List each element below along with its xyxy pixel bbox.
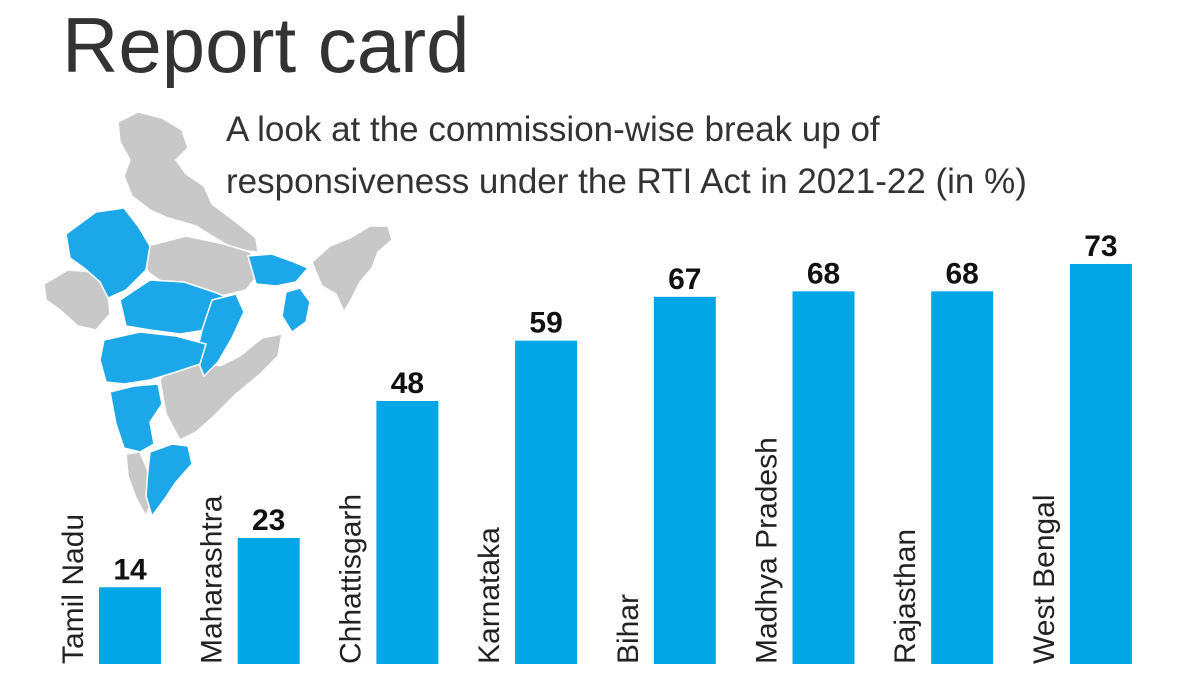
bar-west-bengal: [1069, 263, 1132, 664]
bar-bihar: [653, 296, 716, 664]
bar-karnataka: [515, 340, 578, 664]
bar-tamil-nadu: [99, 587, 161, 664]
chart-subtitle-line-1: A look at the commission-wise break up o…: [226, 110, 880, 149]
category-label-bihar: Bihar: [612, 594, 645, 664]
data-label-west-bengal: 73: [1084, 230, 1117, 263]
map-blue-karnataka: [109, 383, 163, 453]
category-label-tamil-nadu: Tamil Nadu: [57, 514, 90, 664]
bar-madhya-pradesh: [792, 291, 855, 664]
data-label-chhattisgarh: 48: [391, 367, 424, 400]
map-blue-rajasthan: [65, 207, 151, 299]
map-blue-maharashtra: [99, 331, 207, 385]
map-grey-northeast: [311, 225, 393, 314]
category-label-madhya-pradesh: Madhya Pradesh: [751, 437, 784, 664]
map-grey-north: [117, 111, 259, 253]
data-label-tamil-nadu: 14: [113, 553, 147, 586]
map-blue-chhattisgarh: [195, 293, 245, 378]
category-label-chhattisgarh: Chhattisgarh: [334, 494, 367, 664]
data-label-maharashtra: 23: [252, 504, 285, 537]
bar-rajasthan: [931, 291, 994, 664]
map-blue-bihar: [247, 253, 310, 287]
bar-series: 14 Tamil Nadu 23 Maharashtra 48 Chhattisgarh 5…: [57, 230, 1132, 664]
category-label-rajasthan: Rajasthan: [889, 529, 922, 664]
map-blue-west-bengal: [281, 287, 311, 334]
data-label-madhya-pradesh: 68: [807, 257, 840, 290]
bar-chhattisgarh: [376, 400, 439, 664]
chart-title: Report card: [62, 1, 470, 89]
category-label-maharashtra: Maharashtra: [196, 495, 229, 664]
data-label-karnataka: 59: [529, 307, 562, 340]
data-label-bihar: 67: [668, 263, 701, 296]
category-label-west-bengal: West Bengal: [1028, 494, 1061, 664]
map-grey-west: [43, 269, 111, 331]
bar-maharashtra: [237, 537, 300, 664]
category-label-karnataka: Karnataka: [473, 527, 506, 664]
india-map-illustration: [43, 111, 393, 518]
data-label-rajasthan: 68: [946, 257, 979, 290]
map-blue-tamil-nadu: [145, 443, 193, 518]
chart-subtitle-line-2: responsiveness under the RTI Act in 2021…: [226, 162, 1027, 201]
